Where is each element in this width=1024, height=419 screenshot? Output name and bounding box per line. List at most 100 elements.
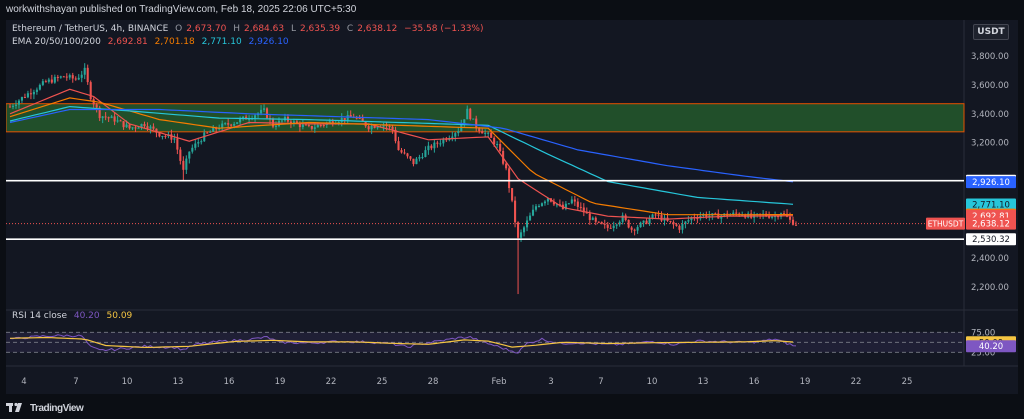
candle-body — [576, 201, 579, 207]
candle-body — [615, 224, 618, 226]
candle-body — [194, 143, 197, 148]
candle-body — [522, 227, 526, 233]
candle-body — [469, 108, 472, 119]
candle-body — [259, 109, 263, 114]
time-tick-label: Feb — [491, 377, 506, 387]
candle-body — [442, 139, 445, 144]
candle-body — [600, 222, 603, 224]
candle-body — [454, 133, 457, 137]
time-tick-label: 16 — [749, 377, 760, 387]
ema-lines — [9, 88, 794, 220]
candle-body — [603, 223, 606, 225]
candle-body — [681, 223, 684, 230]
candle-body — [514, 200, 517, 223]
candle-body — [289, 121, 292, 124]
candle-body — [134, 127, 137, 129]
rsi-legend[interactable]: RSI 14 close 40.20 50.09 — [12, 311, 136, 321]
time-tick-label: 7 — [598, 377, 603, 387]
candle-body — [221, 123, 224, 129]
candle-body — [768, 215, 771, 218]
close-value: 2,638.12 — [357, 24, 398, 34]
price-tick-label: 2,200.00 — [971, 283, 1009, 293]
candle-body — [265, 108, 269, 119]
candle-body — [29, 93, 32, 95]
price-tick-label: 2,400.00 — [971, 254, 1009, 264]
axes: 3,800.00 3,600.00 3,400.00 3,200.00 2,400.00… — [6, 52, 1018, 387]
time-tick-label: 13 — [698, 377, 709, 387]
tradingview-logo-icon — [6, 402, 26, 415]
candle-body — [119, 120, 122, 122]
candle-body — [230, 124, 233, 126]
candle-body — [113, 116, 116, 122]
candle-body — [41, 81, 44, 85]
candle-body — [322, 124, 325, 126]
candle-body — [107, 117, 110, 119]
candle-body — [358, 117, 361, 119]
candle-body — [573, 199, 576, 202]
candle-body — [528, 215, 532, 221]
candle-body — [176, 138, 179, 150]
candle-body — [32, 91, 35, 95]
candle-body — [307, 125, 310, 127]
candle-body — [415, 158, 418, 165]
change-value: −35.58 (−1.33%) — [404, 24, 484, 34]
candle-body — [304, 124, 307, 126]
candle-body — [188, 151, 191, 159]
candle-body — [200, 141, 203, 143]
ema20-line — [9, 88, 794, 220]
rsi-label: RSI 14 close — [12, 311, 67, 321]
candle-body — [349, 114, 352, 117]
candle-body — [791, 219, 795, 225]
candle-body — [86, 67, 89, 83]
candle-body — [720, 215, 723, 219]
candle-body — [337, 121, 340, 124]
ema-legend[interactable]: EMA 20/50/100/200 2,692.81 2,701.18 2,77… — [12, 37, 293, 47]
time-tick-label: 25 — [377, 377, 388, 387]
candle-body — [552, 201, 555, 205]
candle-body — [472, 118, 475, 120]
candle-body — [35, 89, 38, 92]
candle-body — [418, 157, 421, 159]
candle-body — [582, 207, 585, 213]
candle-body — [26, 93, 29, 98]
candle-body — [254, 115, 257, 119]
candle-body — [179, 149, 182, 161]
rsi-ma-value: 50.09 — [106, 311, 133, 321]
candle-body — [131, 127, 134, 129]
candle-body — [406, 153, 409, 157]
candle-body — [537, 205, 541, 207]
candle-body — [627, 219, 630, 228]
candle-body — [274, 125, 278, 127]
candle-body — [155, 128, 158, 133]
candle-body — [463, 119, 466, 125]
rsi-label-box — [966, 340, 1016, 353]
candle-body — [233, 123, 236, 126]
candle-body — [558, 204, 561, 206]
price-label-box — [966, 176, 1016, 189]
candle-body — [53, 76, 56, 83]
candle-body — [125, 124, 128, 128]
candle-body — [173, 138, 176, 140]
rsi-ma-line — [9, 336, 794, 349]
currency-button[interactable]: USDT — [973, 24, 1009, 40]
price-tick-label: 3,800.00 — [971, 52, 1009, 62]
candle-body — [388, 126, 391, 128]
candle-body — [62, 76, 65, 78]
price-label: 2,771.10 — [972, 200, 1010, 210]
candle-body — [564, 203, 567, 209]
candle-body — [149, 126, 152, 129]
candle-body — [14, 104, 18, 106]
time-tick-label: 22 — [851, 377, 862, 387]
candle-body — [508, 168, 511, 189]
candle-body — [696, 218, 699, 220]
candle-body — [50, 79, 53, 83]
candle-body — [669, 220, 672, 222]
candle-body — [77, 77, 80, 80]
chart-area[interactable]: 3,800.00 3,600.00 3,400.00 3,200.00 2,400.00… — [6, 20, 1018, 394]
candle-body — [794, 224, 798, 226]
grid — [6, 20, 1018, 366]
candle-body — [412, 158, 415, 165]
candle-body — [424, 150, 427, 157]
candle-body — [543, 201, 547, 204]
candle-body — [101, 116, 104, 119]
